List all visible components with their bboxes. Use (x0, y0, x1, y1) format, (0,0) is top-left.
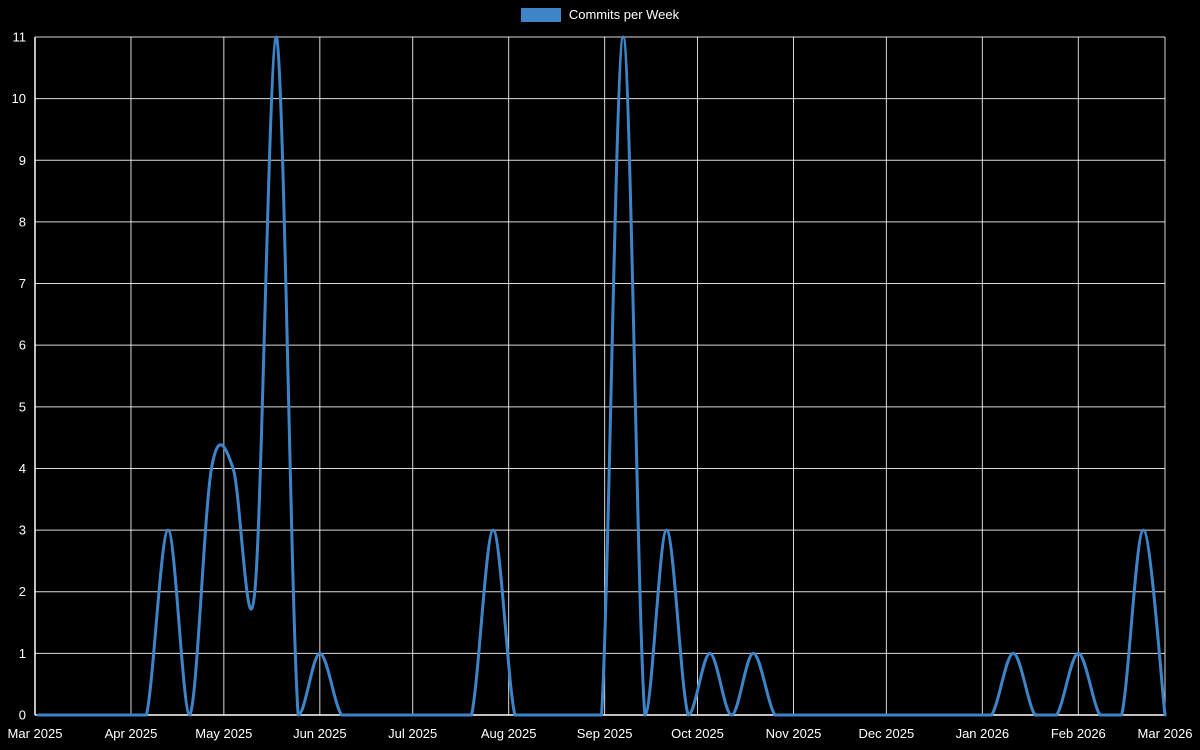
y-tick-label: 7 (19, 276, 26, 291)
y-tick-label: 4 (19, 461, 26, 476)
x-tick-label: Jun 2025 (293, 726, 347, 741)
commits-line-series (36, 35, 1167, 717)
x-tick-label: Oct 2025 (671, 726, 724, 741)
y-tick-label: 9 (19, 153, 26, 168)
x-tick-label: Jan 2026 (956, 726, 1010, 741)
x-tick-label: Aug 2025 (481, 726, 537, 741)
y-tick-label: 11 (13, 30, 27, 45)
x-tick-label: Nov 2025 (766, 726, 822, 741)
x-tick-label: Jul 2025 (388, 726, 437, 741)
x-tick-label: Feb 2026 (1051, 726, 1106, 741)
y-tick-label: 3 (19, 523, 26, 538)
legend-label: Commits per Week (568, 7, 680, 22)
legend[interactable]: Commits per Week (0, 8, 1200, 22)
y-tick-label: 8 (19, 214, 26, 229)
y-tick-label: 5 (19, 399, 26, 414)
y-tick-label: 10 (12, 91, 26, 106)
x-tick-label: Mar 2025 (8, 726, 63, 741)
y-tick-label: 0 (19, 708, 26, 723)
y-tick-label: 2 (19, 584, 26, 599)
y-tick-label: 6 (19, 338, 26, 353)
x-tick-label: Apr 2025 (105, 726, 158, 741)
y-tick-label: 1 (19, 646, 26, 661)
x-tick-label: Mar 2026 (1138, 726, 1193, 741)
x-tick-label: Dec 2025 (859, 726, 915, 741)
legend-swatch-commits (520, 8, 561, 22)
gridlines (34, 36, 1166, 716)
x-tick-label: Sep 2025 (577, 726, 633, 741)
x-tick-label: May 2025 (195, 726, 252, 741)
